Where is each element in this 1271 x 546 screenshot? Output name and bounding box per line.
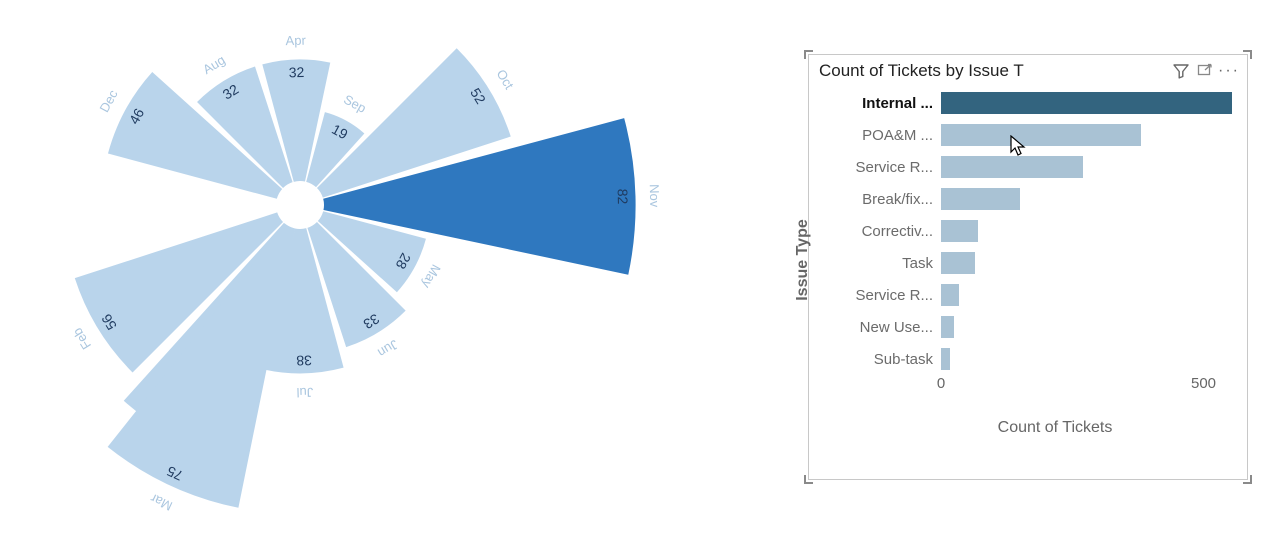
bar-rect[interactable] <box>941 252 975 274</box>
rose-value-label: 82 <box>615 189 631 205</box>
bar-track <box>941 92 1233 114</box>
bar-chart-visual[interactable]: Count of Tickets by Issue T ··· Issue Ty… <box>808 54 1248 480</box>
bar-row[interactable]: POA&M ... <box>817 119 1233 151</box>
bar-track <box>941 316 1233 338</box>
bar-rect[interactable] <box>941 348 950 370</box>
bar-row[interactable]: New Use... <box>817 311 1233 343</box>
bar-row[interactable]: Break/fix... <box>817 183 1233 215</box>
bar-category-label: Correctiv... <box>817 223 941 240</box>
bar-row[interactable]: Sub-task <box>817 343 1233 375</box>
bar-row[interactable]: Correctiv... <box>817 215 1233 247</box>
x-axis-tick: 0 <box>937 375 945 392</box>
bar-plot-area: Issue Type Internal ...POA&M ...Service … <box>809 83 1247 437</box>
rose-month-label: Sep <box>341 92 368 116</box>
chart-title: Count of Tickets by Issue T <box>819 61 1167 81</box>
bar-category-label: Service R... <box>817 287 941 304</box>
bar-track <box>941 348 1233 370</box>
more-options-icon[interactable]: ··· <box>1219 61 1239 81</box>
bar-category-label: Task <box>817 255 941 272</box>
resize-handle-nw[interactable] <box>804 50 814 60</box>
x-axis-tick: 500 <box>1191 375 1216 392</box>
rose-value-label: 38 <box>296 352 312 368</box>
bar-track <box>941 252 1233 274</box>
rose-month-label: Aug <box>200 52 228 77</box>
bar-row[interactable]: Service R... <box>817 151 1233 183</box>
rose-chart[interactable]: 46Dec32Aug32Apr19Sep52Oct82Nov28May33Jun… <box>0 0 720 546</box>
rose-month-label: Jul <box>296 385 313 400</box>
rose-month-label: Jun <box>375 337 401 361</box>
bar-rect[interactable] <box>941 188 1020 210</box>
rose-month-label: Mar <box>147 491 174 514</box>
bar-track <box>941 156 1233 178</box>
bar-row[interactable]: Task <box>817 247 1233 279</box>
bar-category-label: Sub-task <box>817 351 941 368</box>
bar-category-label: Break/fix... <box>817 191 941 208</box>
rose-month-label: Oct <box>494 67 518 92</box>
resize-handle-sw[interactable] <box>804 474 814 484</box>
resize-handle-ne[interactable] <box>1242 50 1252 60</box>
bar-rect[interactable] <box>941 156 1083 178</box>
bar-track <box>941 220 1233 242</box>
resize-handle-se[interactable] <box>1242 474 1252 484</box>
filter-icon[interactable] <box>1171 61 1191 81</box>
bar-rect[interactable] <box>941 284 959 306</box>
focus-mode-icon[interactable] <box>1195 61 1215 81</box>
y-axis-label: Issue Type <box>794 219 812 301</box>
bar-rect[interactable] <box>941 92 1232 114</box>
bar-category-label: Internal ... <box>817 95 941 112</box>
bar-row[interactable]: Service R... <box>817 279 1233 311</box>
rose-month-label: Nov <box>647 184 663 208</box>
bar-track <box>941 188 1233 210</box>
bar-category-label: New Use... <box>817 319 941 336</box>
rose-month-label: May <box>419 262 444 291</box>
bar-rect[interactable] <box>941 220 978 242</box>
bar-category-label: Service R... <box>817 159 941 176</box>
bar-rect[interactable] <box>941 124 1141 146</box>
visual-header: Count of Tickets by Issue T ··· <box>809 55 1247 83</box>
rose-month-label: Apr <box>285 33 306 49</box>
bar-category-label: POA&M ... <box>817 127 941 144</box>
x-axis: 0500 <box>941 375 1219 419</box>
rose-month-label: Feb <box>70 325 94 352</box>
rose-month-label: Dec <box>96 87 120 115</box>
bar-row[interactable]: Internal ... <box>817 87 1233 119</box>
rose-value-label: 32 <box>289 64 305 80</box>
bar-track <box>941 284 1233 306</box>
bar-track <box>941 124 1233 146</box>
bar-rect[interactable] <box>941 316 954 338</box>
x-axis-label: Count of Tickets <box>877 419 1233 437</box>
